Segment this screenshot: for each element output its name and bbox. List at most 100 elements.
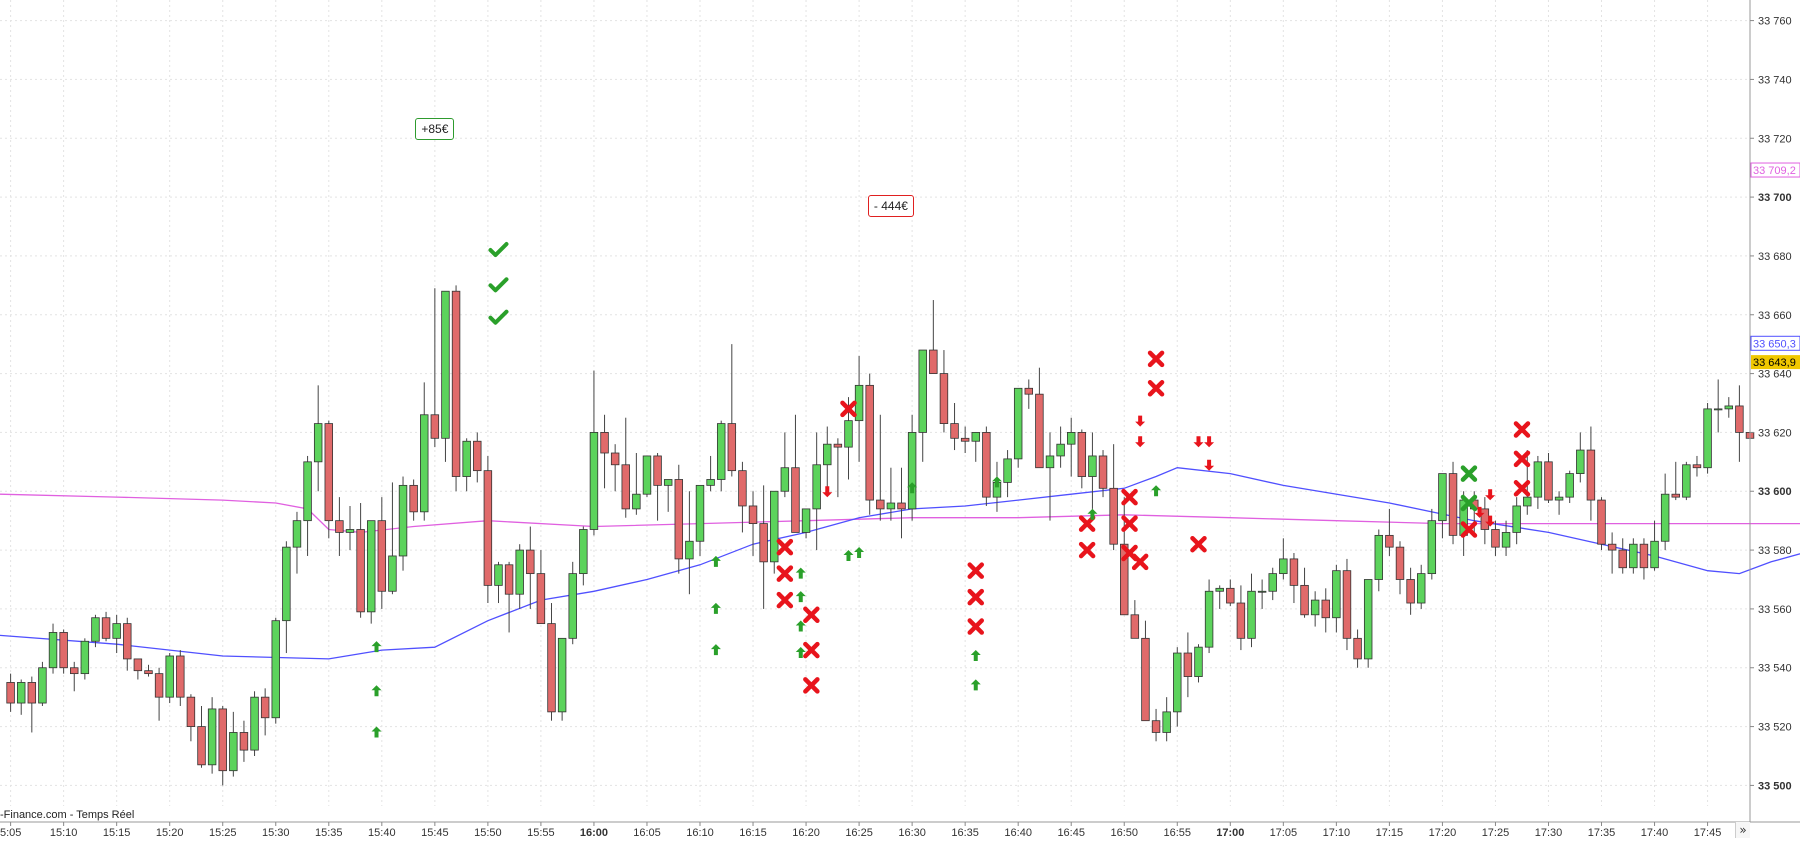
price-tick-label: 33 700	[1758, 192, 1792, 204]
buy-arrow-icon	[1087, 508, 1098, 520]
candle	[632, 453, 641, 515]
time-tick-label: 15:30	[262, 827, 290, 839]
bullish-candle-body	[1215, 587, 1224, 592]
candle	[1353, 629, 1362, 668]
bullish-candle-body	[632, 493, 641, 510]
bullish-candle-body	[1173, 652, 1182, 713]
bearish-candle-body	[101, 617, 111, 639]
candle	[1077, 429, 1087, 489]
bullish-candle-body	[345, 529, 355, 533]
time-axis[interactable]: 5:05 15:10 15:15 15:20 15:25 15:30 15:35 15:40 1…	[0, 821, 1800, 839]
candle	[653, 453, 662, 521]
bearish-candle-body	[176, 655, 185, 698]
bearish-candle-body	[133, 658, 143, 672]
time-tick-label: 16:05	[633, 827, 661, 839]
bearish-candle-body	[324, 423, 334, 522]
cross-stroke	[1513, 421, 1531, 438]
candle	[271, 617, 280, 724]
price-label-background	[1751, 355, 1800, 370]
bearish-candle-body	[239, 732, 249, 751]
bullish-candle-body	[844, 420, 853, 448]
price-tick-label: 33 520	[1758, 722, 1792, 734]
bullish-candle-body	[1056, 443, 1065, 457]
bearish-candle-body	[653, 455, 662, 486]
candle	[1629, 538, 1638, 574]
bearish-candle-body	[218, 708, 227, 772]
candle	[303, 455, 312, 556]
bearish-candle-body	[727, 423, 737, 472]
price-axis[interactable]: 33 500 33 520 33 540 33 560 33 580 33 600 33 6…	[1749, 0, 1800, 822]
time-tick-label: 17:10	[1323, 827, 1351, 839]
bullish-candle-body	[441, 290, 450, 439]
candle	[1395, 541, 1405, 595]
bullish-candle-body	[1565, 473, 1574, 498]
blue-moving-average	[0, 467, 1800, 660]
candle	[1268, 567, 1277, 601]
sell-arrow-icon	[1485, 515, 1496, 527]
bullish-candle-body	[1257, 590, 1267, 593]
candle	[929, 300, 938, 374]
candle	[420, 382, 429, 521]
bullish-candle-body	[1554, 496, 1564, 501]
buy-arrow-icon	[795, 620, 806, 632]
candle	[515, 544, 524, 609]
candle	[1491, 520, 1500, 556]
loss-cross-icon	[1460, 521, 1478, 538]
candle	[1501, 520, 1511, 556]
candle	[1130, 600, 1140, 639]
bullish-candle-body	[780, 467, 790, 492]
bullish-candle-body	[1650, 540, 1659, 569]
buy-arrow-icon	[795, 591, 806, 603]
bearish-candle-body	[1236, 602, 1246, 639]
candle	[356, 503, 365, 618]
bearish-candle-body	[939, 373, 949, 424]
cross-stroke	[1147, 380, 1165, 397]
candle	[80, 638, 90, 680]
candle	[823, 426, 832, 492]
candle	[770, 490, 779, 574]
price-label-background	[1750, 335, 1800, 351]
candle	[366, 520, 376, 624]
bearish-candle-body	[144, 670, 153, 675]
candle	[568, 561, 577, 645]
candle	[1703, 403, 1712, 474]
price-label-text: 33 650,3	[1753, 338, 1796, 350]
time-tick-label: 16:35	[951, 827, 979, 839]
price-tick-label: 33 580	[1758, 545, 1792, 557]
candle	[91, 614, 100, 648]
data-source-label: -Finance.com - Temps Réel	[0, 809, 135, 821]
bullish-candle-body	[1045, 455, 1055, 469]
bearish-candle-body	[1353, 637, 1362, 660]
buy-arrow-icon	[371, 685, 382, 697]
candle	[1660, 473, 1670, 551]
time-tick-label: 16:25	[845, 827, 873, 839]
cross-stroke	[1460, 521, 1478, 538]
bearish-candle-body	[674, 479, 684, 560]
bearish-candle-body	[70, 667, 79, 675]
bearish-candle-body	[377, 520, 387, 592]
time-tick-label: 17:00	[1216, 827, 1244, 839]
candle	[494, 561, 503, 604]
bullish-candle-body	[515, 549, 524, 595]
win-check-icon	[488, 242, 509, 258]
candle	[854, 355, 864, 462]
candle	[176, 650, 185, 706]
candle	[833, 438, 843, 498]
bullish-candle-body	[1268, 573, 1277, 592]
candle	[1045, 432, 1055, 521]
bearish-candle-body	[1406, 579, 1415, 604]
loss-cross-icon	[967, 618, 985, 635]
loss-cross-icon	[1147, 350, 1165, 368]
candle	[716, 420, 726, 492]
bullish-candle-body	[907, 432, 917, 510]
cross-stroke	[776, 538, 794, 556]
bearish-candle-body	[6, 682, 15, 704]
candle	[1151, 708, 1161, 742]
candle	[229, 711, 238, 777]
candle	[1607, 532, 1617, 574]
time-tick-label: 15:15	[103, 827, 131, 839]
bullish-candle-body	[1310, 599, 1320, 616]
bullish-candle-body	[398, 484, 408, 557]
scroll-forward-button[interactable]: »	[1735, 822, 1750, 838]
